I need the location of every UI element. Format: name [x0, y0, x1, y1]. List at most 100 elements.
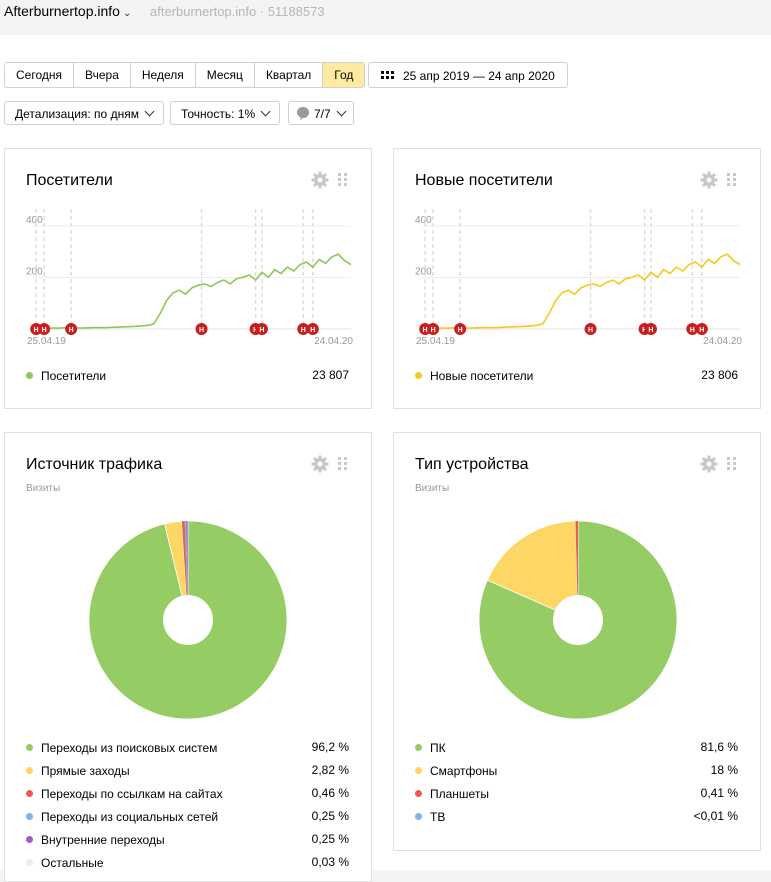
accuracy-label: Точность: 1% [181, 107, 255, 121]
legend-item[interactable]: Переходы по ссылкам на сайтах [26, 786, 223, 802]
date-range-label: 25 апр 2019 — 24 апр 2020 [403, 69, 555, 83]
legend-dot [415, 372, 422, 379]
period-selector: Сегодня Вчера Неделя Месяц Квартал Год [4, 62, 365, 88]
gear-icon[interactable] [311, 171, 329, 189]
comment-icon [297, 107, 309, 120]
chevron-down-icon [261, 107, 271, 117]
date-range-button[interactable]: 25 апр 2019 — 24 апр 2020 [368, 62, 568, 88]
legend-item[interactable]: Переходы из поисковых систем [26, 740, 217, 756]
legend-label: Переходы из поисковых систем [41, 741, 217, 755]
legend-label: Посетители [41, 369, 106, 383]
widget-subtitle: Визиты [415, 483, 449, 494]
chevron-down-icon [145, 107, 155, 117]
legend-dot [26, 790, 33, 797]
legend-dot [26, 744, 33, 751]
legend-value: 18 % [658, 763, 738, 777]
site-selector[interactable]: Afterburnertop.info⌄ [4, 3, 131, 19]
legend-value: 0,03 % [269, 855, 349, 869]
legend-dot [26, 372, 33, 379]
traffic-source-pie-chart [87, 519, 289, 721]
legend-value: 2,82 % [269, 763, 349, 777]
widget-subtitle: Визиты [26, 483, 60, 494]
x-end-label: 24.04.20 [314, 336, 353, 347]
holiday-marker[interactable]: Н [696, 323, 708, 335]
donut-hole [553, 595, 603, 645]
legend-item: Посетители [26, 368, 106, 384]
widget-title: Новые посетители [415, 172, 553, 190]
device-type-pie-chart [477, 519, 679, 721]
legend-item[interactable]: Внутренние переходы [26, 832, 165, 848]
legend-label: Переходы из социальных сетей [41, 810, 218, 824]
legend-label: Внутренние переходы [41, 833, 165, 847]
goals-dropdown[interactable]: 7/7 [288, 101, 354, 125]
marker-letter: Н [699, 327, 704, 334]
gear-icon[interactable] [311, 455, 329, 473]
period-yesterday[interactable]: Вчера [74, 63, 131, 87]
period-month[interactable]: Месяц [196, 63, 255, 87]
holiday-marker[interactable]: Н [427, 323, 439, 335]
legend-value: 96,2 % [269, 740, 349, 754]
legend-item[interactable]: Переходы из социальных сетей [26, 809, 218, 825]
drag-handle-icon[interactable] [338, 457, 348, 471]
y-tick-label: 400 [415, 215, 432, 226]
legend-label: Новые посетители [430, 369, 533, 383]
y-tick-label: 200 [26, 266, 43, 277]
legend-value: 0,25 % [269, 832, 349, 846]
holiday-marker[interactable]: Н [196, 323, 208, 335]
widget-title: Источник трафика [26, 456, 162, 474]
gear-icon[interactable] [700, 171, 718, 189]
goals-label: 7/7 [314, 107, 331, 121]
gear-icon[interactable] [700, 455, 718, 473]
detail-dropdown[interactable]: Детализация: по дням [4, 101, 164, 125]
legend-label: ПК [430, 741, 446, 755]
holiday-marker[interactable]: Н [585, 323, 597, 335]
marker-letter: Н [458, 327, 463, 334]
period-week[interactable]: Неделя [131, 63, 196, 87]
legend-item[interactable]: ТВ [415, 809, 445, 825]
accuracy-dropdown[interactable]: Точность: 1% [170, 101, 280, 125]
visitors-total: 23 807 [269, 368, 349, 382]
legend-item[interactable]: Планшеты [415, 786, 489, 802]
legend-dot [26, 767, 33, 774]
traffic-source-widget: Источник трафика Визиты Переходы из поис… [4, 432, 372, 882]
drag-handle-icon[interactable] [727, 173, 737, 187]
legend-item[interactable]: ПК [415, 740, 446, 756]
legend-label: Смартфоны [430, 764, 497, 778]
holiday-marker[interactable]: Н [454, 323, 466, 335]
legend-value: <0,01 % [658, 809, 738, 823]
legend-value: 0,41 % [658, 786, 738, 800]
holiday-marker[interactable]: Н [307, 323, 319, 335]
donut-hole [163, 595, 213, 645]
legend-dot [26, 836, 33, 843]
legend-value: 0,25 % [269, 809, 349, 823]
legend-item: Новые посетители [415, 368, 533, 384]
marker-letter: Н [301, 327, 306, 334]
legend-item[interactable]: Прямые заходы [26, 763, 130, 779]
holiday-marker[interactable]: Н [256, 323, 268, 335]
period-quarter[interactable]: Квартал [255, 63, 323, 87]
holiday-marker[interactable]: Н [645, 323, 657, 335]
legend-label: Планшеты [430, 787, 489, 801]
chevron-down-icon [336, 107, 346, 117]
drag-handle-icon[interactable] [338, 173, 348, 187]
detail-label: Детализация: по дням [15, 107, 139, 121]
drag-handle-icon[interactable] [727, 457, 737, 471]
period-today[interactable]: Сегодня [5, 63, 74, 87]
marker-letter: Н [34, 327, 39, 334]
x-start-label: 25.04.19 [416, 336, 455, 347]
period-year[interactable]: Год [323, 63, 364, 87]
legend-item[interactable]: Смартфоны [415, 763, 497, 779]
site-counter-info: afterburnertop.info · 51188573 [150, 4, 325, 19]
holiday-marker[interactable]: Н [65, 323, 77, 335]
widget-title: Тип устройства [415, 456, 529, 474]
marker-letter: Н [42, 327, 47, 334]
legend-dot [26, 859, 33, 866]
legend-label: Остальные [41, 856, 104, 870]
holiday-marker[interactable]: Н [38, 323, 50, 335]
legend-label: Переходы по ссылкам на сайтах [41, 787, 223, 801]
legend-item[interactable]: Остальные [26, 855, 104, 871]
